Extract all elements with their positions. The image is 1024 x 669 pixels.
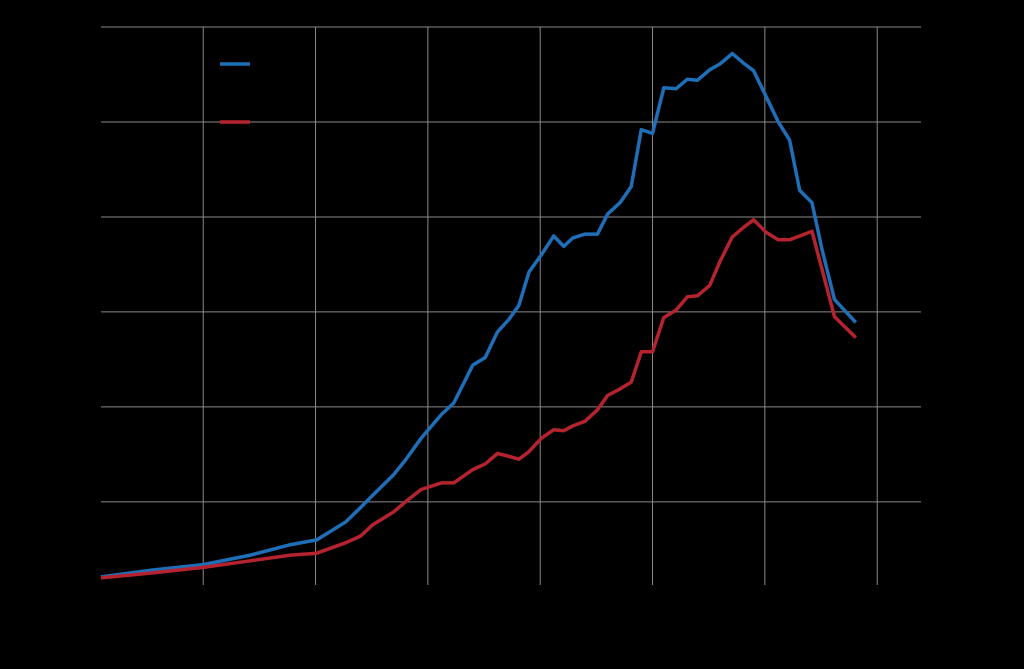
line-series: [100, 51, 858, 579]
line-series: [100, 218, 858, 580]
